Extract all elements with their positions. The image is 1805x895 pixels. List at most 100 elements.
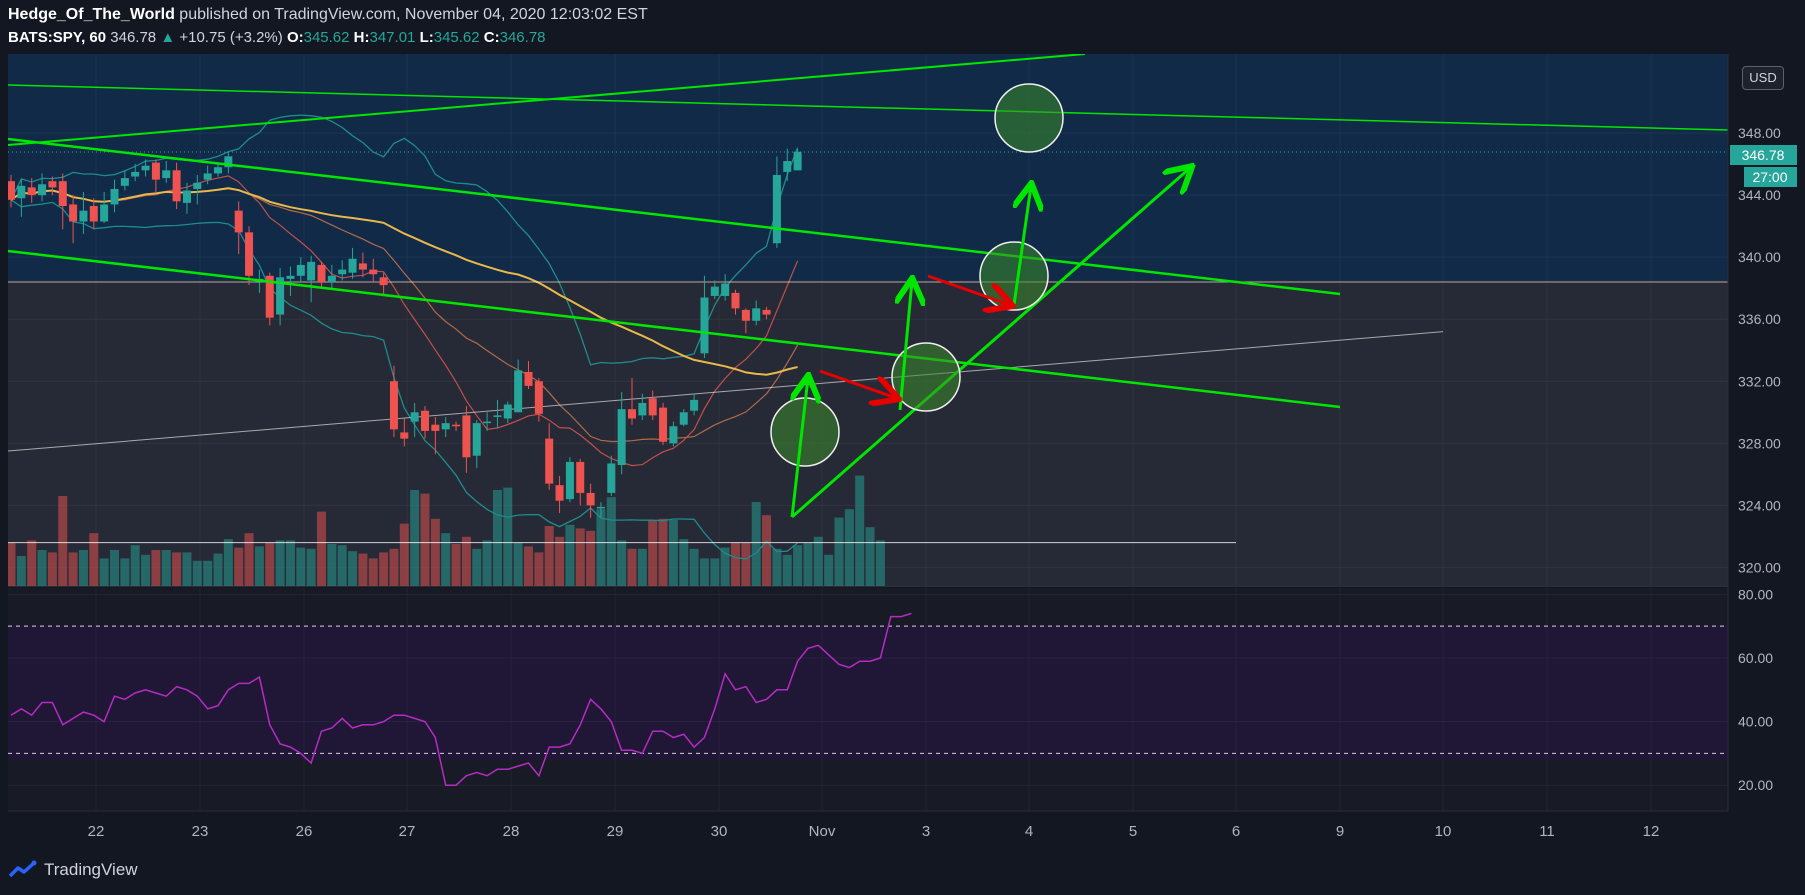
volume-bar (141, 554, 151, 586)
candle-body (576, 461, 585, 493)
volume-bar (772, 548, 782, 586)
candle-body (193, 182, 202, 189)
pullback-arrow-2 (927, 274, 1010, 305)
volume-bar (637, 548, 647, 586)
candle-body (669, 426, 678, 444)
candle-body (182, 190, 191, 203)
price-tick-label: 328.00 (1738, 435, 1781, 451)
volume-bar (8, 542, 16, 586)
volume-bar (358, 553, 368, 586)
candle-body (110, 188, 119, 205)
volume-bar (834, 517, 844, 586)
price-tick-label: 336.00 (1738, 311, 1781, 327)
candle-body (348, 258, 357, 273)
volume-bar (234, 547, 244, 586)
trend-line-white (8, 331, 1444, 452)
volume-bar (37, 550, 47, 586)
volume-bar (720, 547, 730, 586)
time-tick-label: 26 (296, 823, 313, 840)
volume-bar (172, 552, 182, 586)
volume-bar (213, 553, 223, 586)
tradingview-logo-icon[interactable] (8, 860, 38, 880)
candle-body (17, 185, 26, 199)
volume-bar (317, 511, 326, 586)
volume-bar (379, 552, 389, 586)
volume-bar (793, 545, 803, 586)
time-tick-label: 3 (922, 823, 930, 840)
publish-header: Hedge_Of_The_World published on TradingV… (8, 6, 648, 24)
volume-bar (668, 520, 678, 586)
ema-red (10, 175, 799, 467)
candle-body (462, 415, 471, 458)
volume-bar (16, 556, 26, 586)
time-tick-label: 22 (88, 823, 105, 840)
rising-green-line (8, 54, 1086, 146)
time-tick-label: 4 (1025, 823, 1033, 840)
volume-bar (865, 527, 875, 586)
volume-bar (741, 542, 751, 586)
candle-body (265, 275, 274, 318)
volume-bar (782, 554, 792, 586)
price-axis-labels: 348.00 344.00 340.00 336.00 332.00 328.00 324.… (1738, 125, 1781, 793)
volume-bar (855, 475, 865, 586)
countdown-tag-text: 27:00 (1752, 169, 1787, 185)
volume-bar (565, 524, 575, 586)
candle-body (120, 178, 129, 186)
candle-body (731, 292, 740, 309)
volume-bar (441, 533, 451, 586)
low-value: 345.62 (433, 29, 480, 46)
volume-bar (534, 552, 544, 586)
open-label: O: (286, 29, 304, 46)
open-value: 345.62 (303, 29, 350, 46)
volume-bar (586, 530, 596, 586)
time-tick-label: 6 (1232, 823, 1240, 840)
volume-bar (120, 558, 130, 586)
volume-bar (575, 528, 585, 586)
candle-body (214, 167, 222, 174)
volume-bar (824, 554, 834, 586)
time-tick-label: 5 (1129, 823, 1137, 840)
candle-body (452, 424, 461, 427)
volume-bar (699, 558, 709, 586)
author-name[interactable]: Hedge_Of_The_World (8, 6, 175, 23)
currency-button[interactable]: USD (1742, 66, 1784, 90)
time-tick-label: 30 (711, 823, 728, 840)
price-tick-label: 344.00 (1738, 187, 1781, 203)
volume-bar (689, 548, 699, 586)
volume-bar (875, 540, 885, 586)
price-tick-label: 324.00 (1738, 497, 1781, 513)
volume-bar (420, 493, 430, 586)
candle-body (690, 399, 699, 411)
up-triangle-icon: ▲ (160, 29, 176, 46)
candle-body (296, 264, 305, 276)
volume-bar (544, 526, 554, 586)
volume-bar (389, 548, 399, 586)
candle-body (100, 204, 109, 222)
candle-body (752, 308, 761, 321)
candle-body (762, 309, 771, 315)
candle-body (503, 404, 512, 419)
candle-body (441, 423, 450, 430)
volume-bar (430, 518, 440, 586)
candle-body (338, 269, 347, 275)
price-tick-label: 332.00 (1738, 373, 1781, 389)
candle-body (141, 165, 150, 171)
candle-body (514, 370, 523, 413)
symbol-label[interactable]: BATS:SPY, 60 (8, 29, 107, 46)
time-tick-label: 10 (1435, 823, 1452, 840)
volume-bar (813, 536, 823, 586)
high-label: H: (353, 29, 370, 46)
upper-channel-line (8, 84, 1728, 131)
candle-body (203, 173, 212, 180)
candle-body (27, 187, 36, 196)
candle-body (131, 171, 140, 177)
bollinger-lower (10, 199, 799, 560)
rsi-band (8, 625, 1728, 760)
candle-body (565, 461, 574, 500)
candle-body (38, 184, 47, 196)
candle-body (710, 286, 719, 296)
candle-body (48, 181, 57, 188)
volume-bar (348, 551, 358, 586)
candle-body (483, 421, 492, 424)
